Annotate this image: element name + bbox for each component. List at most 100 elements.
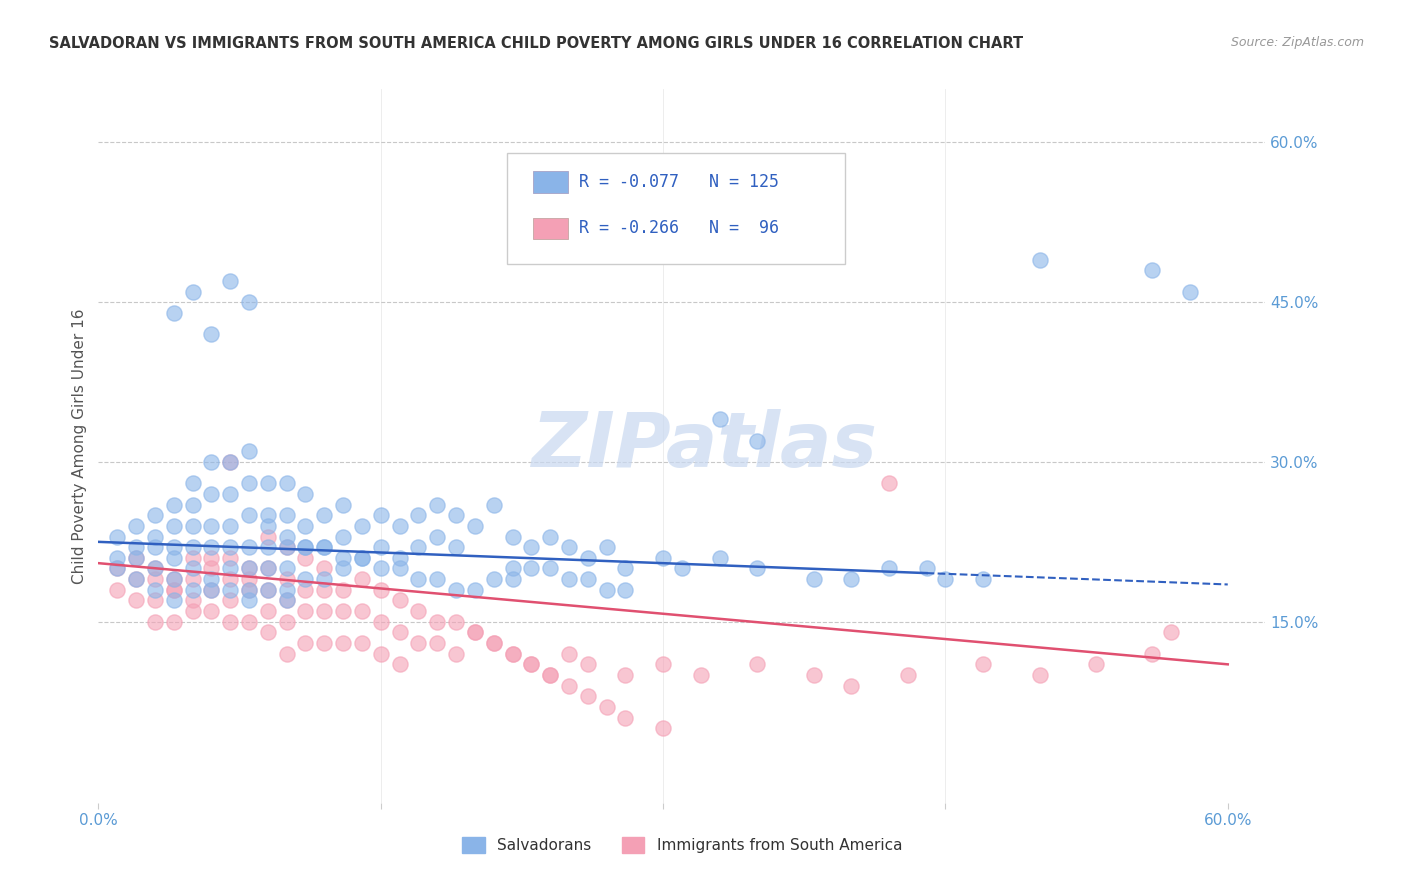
Point [314, 561, 336, 575]
Point [143, 582, 166, 597]
Text: R = -0.266   N =  96: R = -0.266 N = 96 [579, 219, 779, 237]
Point [426, 636, 449, 650]
Point [576, 657, 599, 672]
Point [181, 476, 204, 491]
Point [482, 636, 505, 650]
Point [181, 593, 204, 607]
Point [219, 593, 242, 607]
Point [350, 572, 373, 586]
Bar [533, 218, 568, 239]
Point [538, 561, 561, 575]
Point [276, 582, 298, 597]
Point [238, 295, 260, 310]
Text: ZIPatlas: ZIPatlas [533, 409, 879, 483]
Point [276, 561, 298, 575]
Point [314, 582, 336, 597]
Point [595, 700, 617, 714]
Point [709, 550, 731, 565]
FancyBboxPatch shape [508, 153, 845, 264]
Point [747, 657, 769, 672]
Point [689, 668, 711, 682]
Point [238, 561, 260, 575]
Point [388, 625, 411, 640]
Point [614, 710, 637, 724]
Point [143, 561, 166, 575]
Point [125, 593, 148, 607]
Point [181, 540, 204, 554]
Point [314, 508, 336, 523]
Point [444, 615, 467, 629]
Point [332, 604, 354, 618]
Point [163, 572, 186, 586]
Point [558, 572, 581, 586]
Point [256, 561, 278, 575]
Point [238, 593, 260, 607]
Point [181, 498, 204, 512]
Point [482, 572, 505, 586]
Point [388, 550, 411, 565]
Point [256, 540, 278, 554]
Point [502, 572, 524, 586]
Point [125, 519, 148, 533]
Point [1178, 285, 1201, 299]
Point [370, 615, 392, 629]
Point [219, 615, 242, 629]
Point [408, 540, 430, 554]
Point [200, 327, 222, 342]
Point [576, 550, 599, 565]
Point [877, 561, 900, 575]
Point [332, 636, 354, 650]
Text: SALVADORAN VS IMMIGRANTS FROM SOUTH AMERICA CHILD POVERTY AMONG GIRLS UNDER 16 C: SALVADORAN VS IMMIGRANTS FROM SOUTH AMER… [49, 36, 1024, 51]
Point [105, 550, 128, 565]
Point [614, 668, 637, 682]
Point [388, 519, 411, 533]
Point [294, 519, 316, 533]
Point [238, 444, 260, 458]
Point [181, 550, 204, 565]
Point [897, 668, 920, 682]
Point [105, 561, 128, 575]
Point [294, 540, 316, 554]
Point [256, 476, 278, 491]
Point [276, 529, 298, 543]
Point [294, 540, 316, 554]
Point [200, 582, 222, 597]
Point [350, 636, 373, 650]
Point [125, 550, 148, 565]
Point [558, 540, 581, 554]
Point [538, 668, 561, 682]
Point [256, 582, 278, 597]
Point [408, 636, 430, 650]
Point [520, 540, 543, 554]
Point [219, 455, 242, 469]
Point [276, 615, 298, 629]
Point [972, 657, 994, 672]
Bar [533, 171, 568, 193]
Point [408, 508, 430, 523]
Point [558, 679, 581, 693]
Point [464, 625, 486, 640]
Point [219, 274, 242, 288]
Point [1142, 263, 1164, 277]
Point [350, 550, 373, 565]
Point [444, 508, 467, 523]
Point [238, 582, 260, 597]
Point [370, 647, 392, 661]
Point [482, 498, 505, 512]
Point [219, 540, 242, 554]
Point [105, 529, 128, 543]
Point [614, 561, 637, 575]
Point [388, 657, 411, 672]
Point [388, 561, 411, 575]
Point [388, 593, 411, 607]
Point [143, 572, 166, 586]
Point [143, 508, 166, 523]
Point [671, 561, 693, 575]
Point [314, 604, 336, 618]
Point [426, 529, 449, 543]
Point [444, 647, 467, 661]
Point [972, 572, 994, 586]
Point [256, 561, 278, 575]
Point [163, 498, 186, 512]
Point [105, 561, 128, 575]
